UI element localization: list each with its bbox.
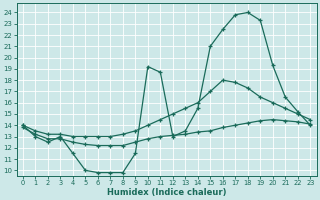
X-axis label: Humidex (Indice chaleur): Humidex (Indice chaleur): [107, 188, 226, 197]
